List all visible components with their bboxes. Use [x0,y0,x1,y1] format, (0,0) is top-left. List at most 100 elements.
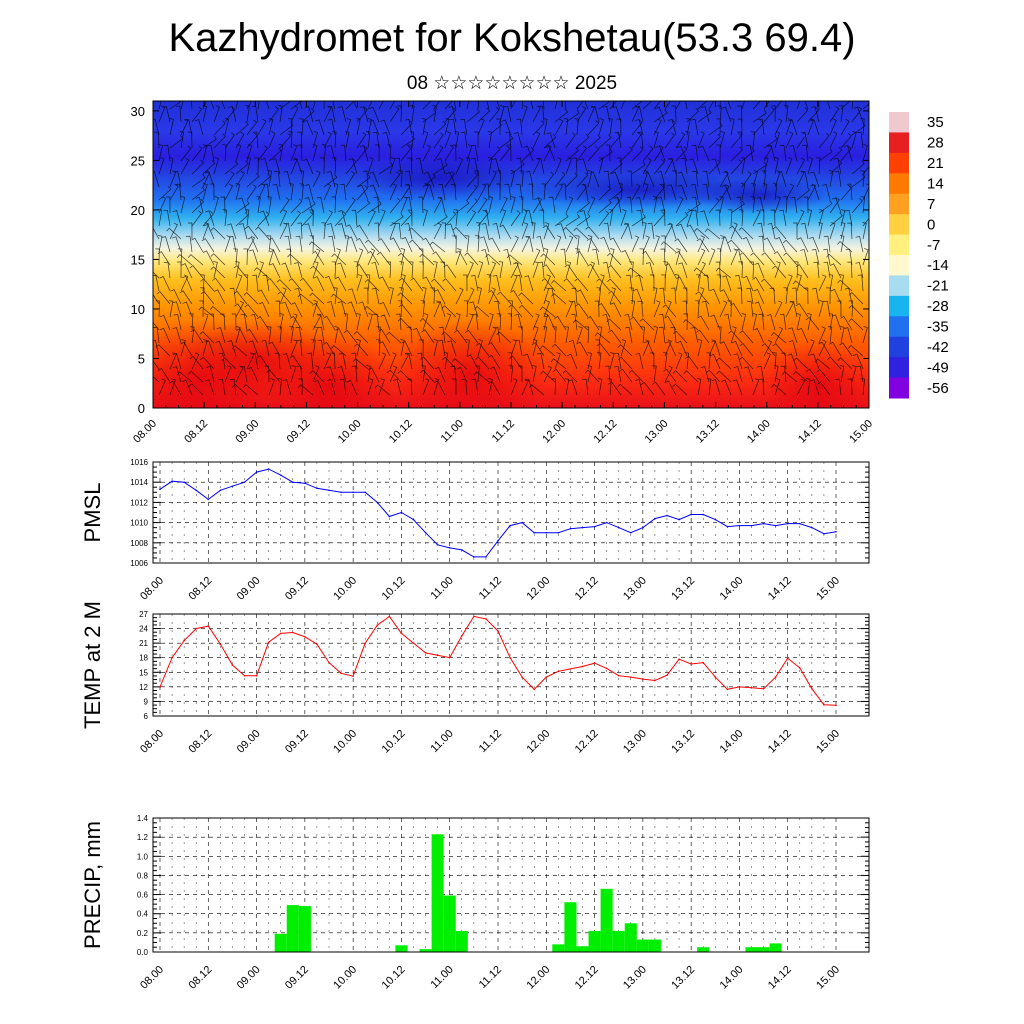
wind-barb [653,101,661,110]
wind-barb [731,340,743,357]
wind-barb [645,262,655,279]
temp-point [267,641,270,643]
precip-bar [443,895,456,952]
wind-barb [291,302,303,318]
wind-barb [721,379,732,396]
wind-barb [179,290,193,305]
wind-barb [433,145,444,162]
wind-barb [321,222,326,240]
wind-barb [232,383,248,396]
wind-barb [584,326,590,344]
precip-x-tick-label: 10.12 [380,964,408,992]
wind-barb [761,252,776,266]
wind-barb [294,287,303,305]
wind-barb [788,327,798,344]
precip-y-tick-label: 1.4 [137,814,149,823]
wind-barb [163,144,171,162]
pmsl-point [376,501,379,504]
wind-barb [818,222,823,240]
wind-barb [664,222,673,240]
wind-barb [752,209,761,227]
wind-barb [158,378,166,396]
wind-barb [356,145,368,162]
wind-barb [398,304,413,318]
wind-barb [551,280,567,292]
colorbar-segment [889,132,909,154]
pmsl-point [412,518,415,521]
wind-barb [809,353,820,370]
wind-barb [602,105,611,123]
wind-barb [323,131,332,149]
chart-title: Kazhydromet for Kokshetau(53.3 69.4) [168,16,856,60]
wind-barb [698,145,710,162]
wind-barb [490,366,501,383]
wind-barb [746,287,754,305]
wind-barb [810,106,820,123]
wind-barb [829,341,842,357]
wind-barb [243,292,259,305]
wind-barb [716,357,732,370]
wind-barb [272,183,281,201]
wind-barb [532,105,541,123]
wind-barb [380,314,391,331]
precip-bar [431,834,444,952]
wind-barb [169,352,177,370]
wind-barb [510,196,516,214]
wind-barb [210,266,226,279]
wind-barb [592,248,600,266]
temp-point [629,676,632,678]
wind-barb [565,235,574,253]
wind-barb [667,184,677,201]
temp-point [786,657,789,659]
wind-barb [652,196,658,214]
precip-y-tick-label: 0.0 [137,948,149,957]
wind-barb [332,101,336,110]
wind-barb [683,370,699,383]
wind-barb [642,170,649,188]
pmsl-x-tick-label: 15.00 [814,575,842,603]
wind-barb [554,213,569,227]
pmsl-point [448,547,451,549]
wind-barb [515,274,523,292]
wind-barb [658,313,666,331]
wind-barb [496,170,502,188]
heatmap-y-tick-label: 10 [131,302,145,317]
wind-barb [222,209,227,227]
wind-barb [771,105,776,123]
wind-barb [595,339,600,357]
pmsl-point [291,481,294,484]
wind-barb [722,171,732,188]
wind-barb [719,300,728,318]
wind-barb [546,132,556,149]
wind-barb [551,293,567,305]
wind-barb [742,275,754,292]
pmsl-point [666,514,668,517]
wind-barb [829,212,843,227]
wind-barb [345,158,357,175]
wind-barb [516,157,523,175]
wind-barb [552,368,567,383]
wind-barb [697,109,712,123]
wind-barb [716,370,732,383]
warm-core [760,340,869,408]
wind-barb [789,300,798,318]
wind-barb [466,108,480,123]
wind-barb [210,253,226,266]
temp-y-tick-label: 27 [139,610,148,619]
heatmap-y-tick-label: 20 [131,203,145,218]
wind-barb [543,133,557,149]
wind-barb [761,278,776,292]
wind-barb [279,287,287,305]
wind-barb [496,313,502,331]
wind-barb [587,352,593,370]
wind-barb [668,119,677,136]
wind-barb [297,144,303,162]
wind-barb [493,326,501,344]
wind-barb [697,287,705,305]
wind-barb [482,209,490,227]
wind-barb [774,196,781,214]
wind-barb [351,365,358,383]
wind-barb [614,131,622,149]
wind-barb [451,144,457,162]
time-series-panels: 08.00 08.12 09.00 09.12 10.00 10.12 11.00 11.12… [80,458,870,992]
